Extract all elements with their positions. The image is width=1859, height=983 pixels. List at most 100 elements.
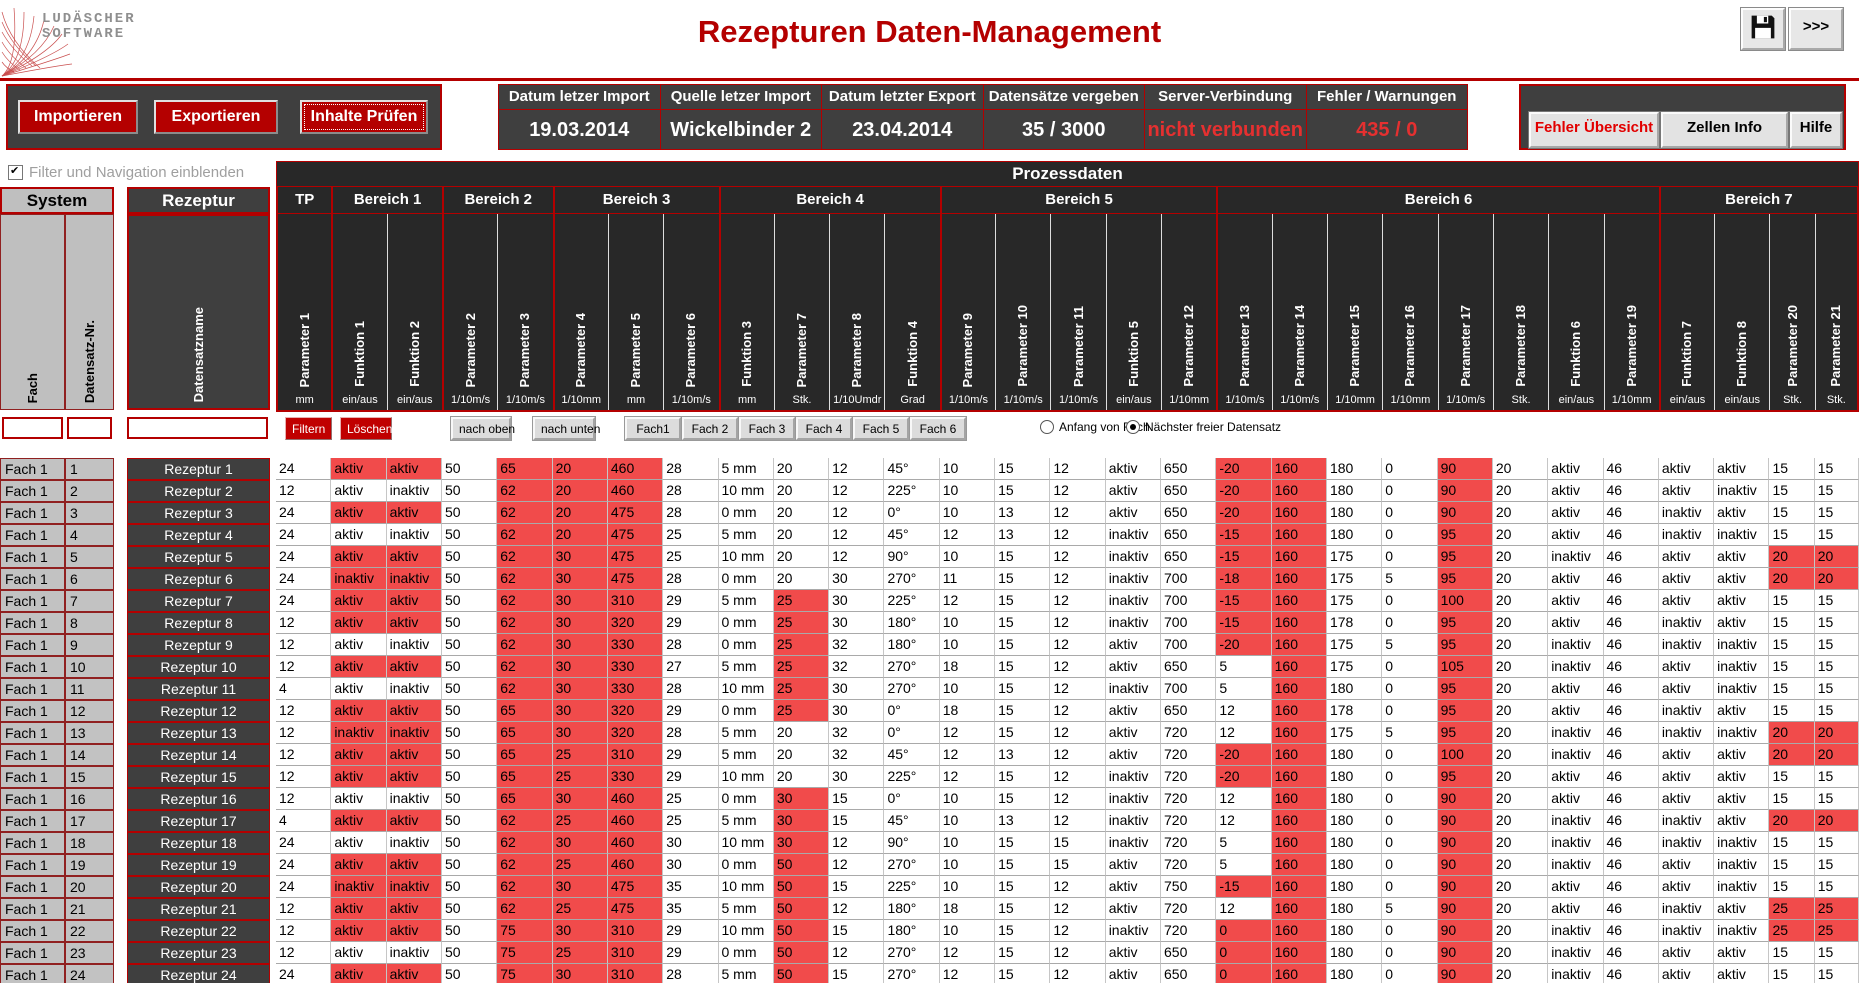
grid-cell[interactable]: 180 (1326, 744, 1383, 766)
grid-cell[interactable]: aktiv (386, 502, 442, 524)
grid-cell[interactable]: 15 (995, 876, 1051, 898)
grid-cell[interactable]: 15 (1814, 458, 1859, 480)
grid-cell[interactable]: 320 (607, 700, 664, 722)
grid-cell[interactable]: 46 (1603, 788, 1659, 810)
grid-cell[interactable]: 310 (607, 942, 664, 964)
datensatzname-cell[interactable]: Rezeptur 12 (127, 700, 270, 722)
grid-cell[interactable]: 29 (663, 942, 719, 964)
grid-cell[interactable]: 90 (1437, 788, 1493, 810)
grid-cell[interactable]: 15 (995, 788, 1051, 810)
grid-cell[interactable]: 10 (939, 920, 996, 942)
grid-cell[interactable]: 30 (552, 722, 608, 744)
grid-cell[interactable]: aktiv (1105, 898, 1161, 920)
grid-cell[interactable]: aktiv (1105, 656, 1161, 678)
grid-cell[interactable]: 20 (1492, 920, 1549, 942)
grid-cell[interactable]: 46 (1603, 634, 1659, 656)
grid-cell[interactable]: 28 (663, 568, 719, 590)
grid-cell[interactable]: 25 (773, 700, 830, 722)
grid-cell[interactable]: 15 (1769, 854, 1815, 876)
grid-cell[interactable]: aktiv (1548, 458, 1604, 480)
grid-cell[interactable]: 50 (441, 788, 498, 810)
grid-cell[interactable]: 10 (939, 480, 996, 502)
grid-cell[interactable]: 46 (1603, 700, 1659, 722)
grid-cell[interactable]: 95 (1437, 634, 1493, 656)
grid-cell[interactable]: 90 (1437, 920, 1493, 942)
grid-cell[interactable]: 0 (1382, 700, 1438, 722)
grid-cell[interactable]: 5 mm (718, 722, 774, 744)
grid-cell[interactable]: 5 (1382, 568, 1438, 590)
grid-cell[interactable]: inaktiv (1105, 568, 1161, 590)
grid-cell[interactable]: 15 (829, 876, 885, 898)
grid-cell[interactable]: 65 (497, 766, 553, 788)
grid-cell[interactable]: 15 (1769, 964, 1815, 983)
grid-cell[interactable]: -15 (1216, 524, 1272, 546)
grid-cell[interactable]: 0 (1216, 942, 1272, 964)
datensatzname-cell[interactable]: Rezeptur 1 (127, 458, 270, 480)
grid-cell[interactable]: -18 (1216, 568, 1272, 590)
fach-button-2[interactable]: Fach 2 (682, 417, 738, 440)
grid-cell[interactable]: aktiv (1548, 700, 1604, 722)
grid-cell[interactable]: 180 (1326, 810, 1383, 832)
grid-cell[interactable]: 180 (1326, 964, 1383, 983)
grid-cell[interactable]: 29 (663, 612, 719, 634)
grid-cell[interactable]: 180° (884, 634, 940, 656)
grid-cell[interactable]: inaktiv (1548, 854, 1604, 876)
fach-cell[interactable]: Fach 1 (0, 722, 65, 744)
grid-cell[interactable]: inaktiv (1105, 766, 1161, 788)
grid-cell[interactable]: 12 (1050, 766, 1106, 788)
grid-cell[interactable]: 75 (497, 964, 553, 983)
grid-cell[interactable]: 46 (1603, 942, 1659, 964)
grid-cell[interactable]: 15 (829, 964, 885, 983)
datensatz-nr-cell[interactable]: 9 (65, 634, 114, 656)
grid-cell[interactable]: 75 (497, 942, 553, 964)
grid-cell[interactable]: 460 (607, 788, 664, 810)
grid-cell[interactable]: 15 (1814, 876, 1859, 898)
grid-cell[interactable]: 30 (829, 590, 885, 612)
datensatz-nr-cell[interactable]: 3 (65, 502, 114, 524)
grid-cell[interactable]: 50 (441, 568, 498, 590)
grid-cell[interactable]: 12 (276, 744, 332, 766)
grid-cell[interactable]: 25 (552, 766, 608, 788)
datensatz-nr-cell[interactable]: 19 (65, 854, 114, 876)
grid-cell[interactable]: 95 (1437, 700, 1493, 722)
grid-cell[interactable]: 650 (1161, 942, 1217, 964)
grid-cell[interactable]: 62 (497, 810, 553, 832)
grid-cell[interactable]: aktiv (331, 546, 387, 568)
grid-cell[interactable]: 15 (1769, 634, 1815, 656)
grid-cell[interactable]: 160 (1271, 568, 1327, 590)
grid-cell[interactable]: 12 (1216, 810, 1272, 832)
grid-cell[interactable]: 25 (552, 744, 608, 766)
grid-cell[interactable]: 15 (1814, 480, 1859, 502)
grid-cell[interactable]: 20 (1492, 854, 1549, 876)
grid-cell[interactable]: aktiv (1714, 590, 1770, 612)
grid-cell[interactable]: 460 (607, 810, 664, 832)
grid-cell[interactable]: 0 (1382, 612, 1438, 634)
filter-navigation-toggle[interactable]: Filter und Navigation einblenden (8, 164, 244, 181)
grid-cell[interactable]: 45° (884, 744, 940, 766)
grid-cell[interactable]: 225° (884, 766, 940, 788)
scroll-down-button[interactable]: nach unten (533, 417, 600, 440)
grid-cell[interactable]: inaktiv (1105, 832, 1161, 854)
grid-cell[interactable]: 475 (607, 898, 664, 920)
grid-cell[interactable]: 105 (1437, 656, 1493, 678)
grid-cell[interactable]: aktiv (386, 920, 442, 942)
grid-cell[interactable]: 20 (773, 458, 830, 480)
grid-cell[interactable]: 45° (884, 810, 940, 832)
grid-cell[interactable]: 95 (1437, 546, 1493, 568)
cell-info-button[interactable]: Zellen Info (1661, 112, 1788, 148)
fach-button-6[interactable]: Fach 6 (910, 417, 966, 440)
fach-cell[interactable]: Fach 1 (0, 766, 65, 788)
fach-cell[interactable]: Fach 1 (0, 612, 65, 634)
grid-cell[interactable]: 12 (1050, 810, 1106, 832)
grid-cell[interactable]: aktiv (331, 612, 387, 634)
grid-cell[interactable]: 90 (1437, 854, 1493, 876)
grid-cell[interactable]: 46 (1603, 832, 1659, 854)
grid-cell[interactable]: -20 (1216, 502, 1272, 524)
grid-cell[interactable]: 50 (441, 546, 498, 568)
grid-cell[interactable]: 475 (607, 524, 664, 546)
grid-cell[interactable]: 12 (939, 744, 996, 766)
fach-cell[interactable]: Fach 1 (0, 810, 65, 832)
grid-cell[interactable]: inaktiv (386, 480, 442, 502)
grid-cell[interactable]: 0 (1382, 942, 1438, 964)
grid-cell[interactable]: 175 (1326, 656, 1383, 678)
